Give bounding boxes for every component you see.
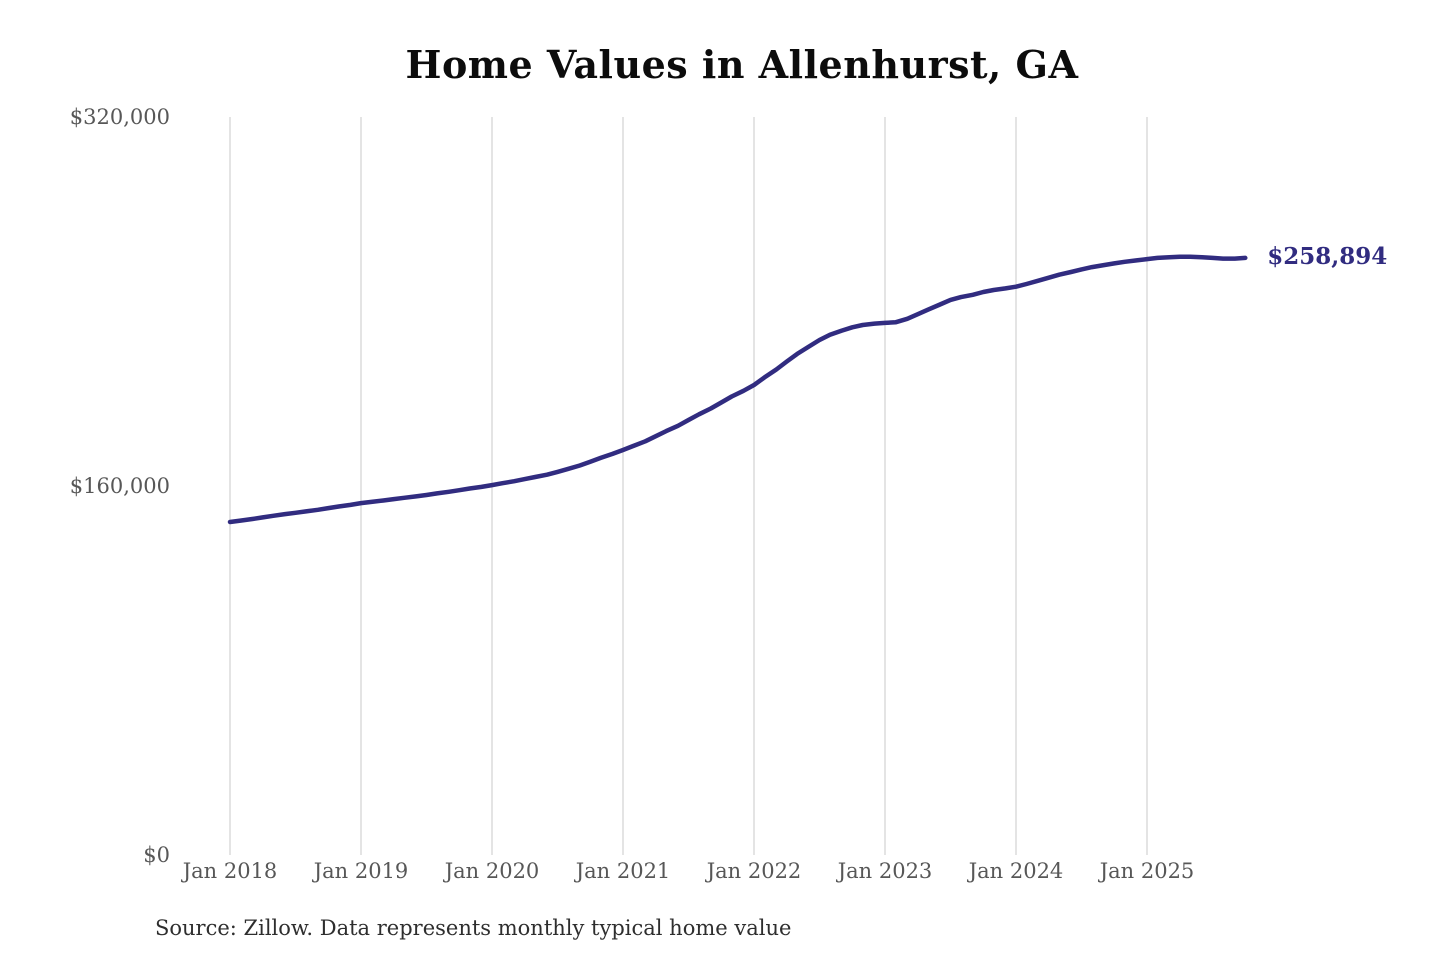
- home-value-line: [227, 254, 1248, 525]
- x-tick-label: Jan 2023: [837, 859, 933, 883]
- source-note: Source: Zillow. Data represents monthly …: [155, 916, 792, 940]
- gridlines: [229, 117, 1148, 855]
- x-tick-label: Jan 2024: [968, 859, 1064, 883]
- y-tick-label: $0: [143, 843, 170, 867]
- x-tick-label: Jan 2018: [182, 859, 278, 883]
- x-tick-label: Jan 2020: [444, 859, 540, 883]
- x-tick-label: Jan 2025: [1099, 859, 1195, 883]
- x-tick-label: Jan 2019: [313, 859, 409, 883]
- chart-title: Home Values in Allenhurst, GA: [405, 42, 1079, 87]
- x-tick-label: Jan 2022: [706, 859, 802, 883]
- current-value-label: $258,894: [1267, 242, 1388, 270]
- x-tick-label: Jan 2021: [575, 859, 671, 883]
- y-tick-label: $320,000: [69, 105, 170, 129]
- y-tick-label: $160,000: [69, 474, 170, 498]
